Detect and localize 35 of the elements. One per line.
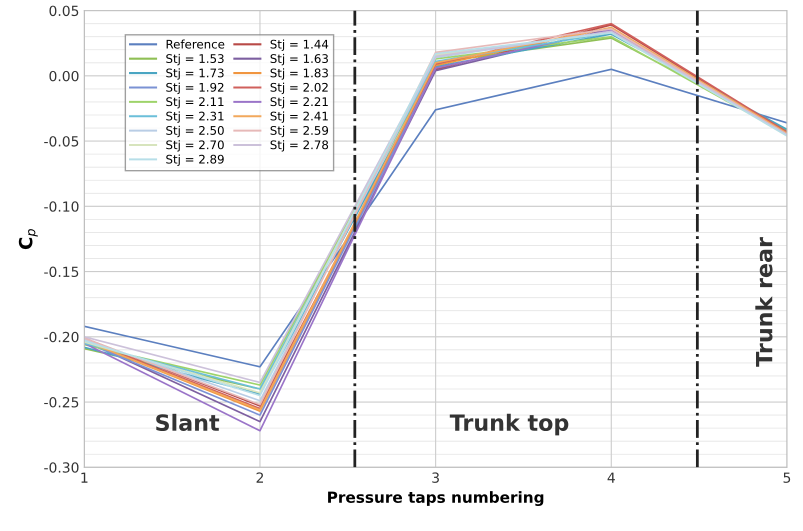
annotation: Slant [156, 414, 220, 432]
legend-label: Stj = 2.70 [166, 140, 224, 152]
legend-label: Stj = 2.11 [166, 97, 224, 108]
annotation: Trunk rear [755, 237, 773, 367]
y-tick-label: -0.20 [44, 332, 79, 342]
legend-label: Stj = 1.92 [166, 82, 224, 94]
legend-label: Stj = 1.44 [270, 40, 328, 51]
annotation: Trunk top [450, 414, 568, 436]
x-tick-label: 2 [256, 472, 263, 483]
legend-label: Stj = 1.83 [270, 68, 328, 80]
legend-label: Stj = 2.59 [270, 126, 328, 138]
x-tick-label: 4 [608, 472, 615, 483]
legend-label: Stj = 1.73 [166, 68, 224, 80]
x-tick-label: 3 [432, 472, 439, 483]
x-axis-title: Pressure taps numbering [328, 491, 544, 506]
legend-label: Stj = 2.50 [166, 126, 224, 138]
y-tick-label: -0.25 [44, 397, 78, 408]
legend-label: Stj = 1.63 [270, 54, 328, 66]
y-axis-title: C$_{p}$ [18, 229, 38, 250]
legend-label: Stj = 2.41 [270, 111, 328, 123]
y-tick-label: -0.05 [44, 136, 78, 147]
legend-label: Stj = 1.53 [166, 54, 224, 66]
y-tick-label: -0.15 [44, 266, 78, 278]
y-tick-label: -0.30 [44, 462, 79, 473]
legend-label: Stj = 2.21 [270, 97, 328, 108]
y-tick-label: 0.05 [49, 6, 78, 16]
y-tick-label: -0.10 [44, 201, 79, 212]
y-tick-label: 0.00 [49, 70, 79, 82]
x-tick-label: 1 [81, 472, 88, 483]
legend-label: Stj = 2.31 [166, 111, 224, 123]
legend-label: Reference [166, 40, 224, 49]
legend-label: Stj = 2.02 [270, 82, 328, 94]
x-tick-label: 5 [784, 472, 790, 483]
legend-label: Stj = 2.78 [270, 140, 328, 152]
legend-label: Stj = 2.89 [166, 154, 224, 166]
